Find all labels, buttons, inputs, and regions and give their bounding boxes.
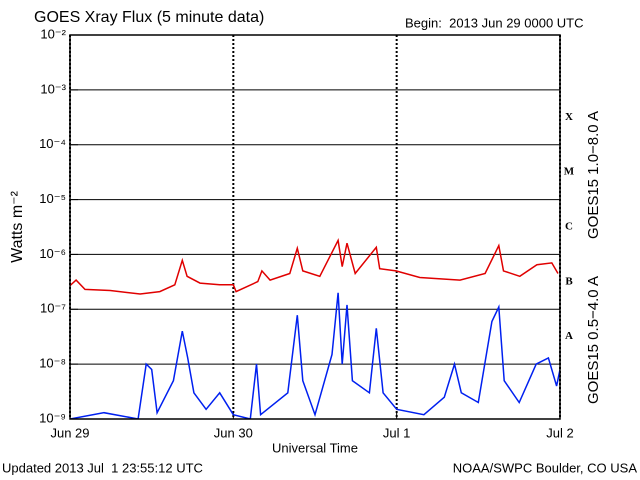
chart-title: GOES Xray Flux (5 minute data): [34, 9, 264, 26]
series-line: [70, 292, 560, 419]
y-tick-label: 10⁻⁷: [40, 301, 66, 316]
y-axis-label: Watts m⁻²: [9, 190, 26, 263]
footer-left: Updated 2013 Jul 1 23:55:12 UTC: [2, 460, 203, 475]
y-tick-label: 10⁻⁸: [39, 356, 66, 371]
legend-label: GOES15 1.0−8.0 A: [585, 111, 602, 239]
chart-subtitle: Begin: 2013 Jun 29 0000 UTC: [405, 15, 584, 30]
flare-class-label: M: [564, 166, 575, 178]
x-tick-label: Jun 29: [50, 425, 89, 440]
x-tick-label: Jul 2: [546, 425, 573, 440]
x-tick-label: Jun 30: [214, 425, 253, 440]
plot-frame: [69, 34, 561, 420]
plot-area: [70, 237, 560, 419]
y-tick-label: 10⁻⁶: [39, 246, 66, 261]
series-line: [70, 237, 559, 295]
y-tick-label: 10⁻⁵: [39, 191, 66, 206]
y-tick-label: 10⁻³: [40, 81, 66, 96]
x-axis-label: Universal Time: [272, 440, 358, 455]
legend-label: GOES15 0.5−4.0 A: [585, 276, 602, 404]
y-tick-label: 10⁻²: [40, 26, 66, 41]
flare-class-label: A: [565, 330, 573, 342]
y-tick-label: 10⁻⁴: [39, 136, 66, 151]
y-tick-label: 10⁻⁹: [39, 410, 66, 425]
flare-class-label: X: [565, 111, 573, 123]
footer-right: NOAA/SWPC Boulder, CO USA: [453, 460, 638, 475]
flare-class-label: C: [565, 221, 573, 233]
flare-class-label: B: [565, 275, 573, 287]
x-tick-label: Jul 1: [383, 425, 410, 440]
